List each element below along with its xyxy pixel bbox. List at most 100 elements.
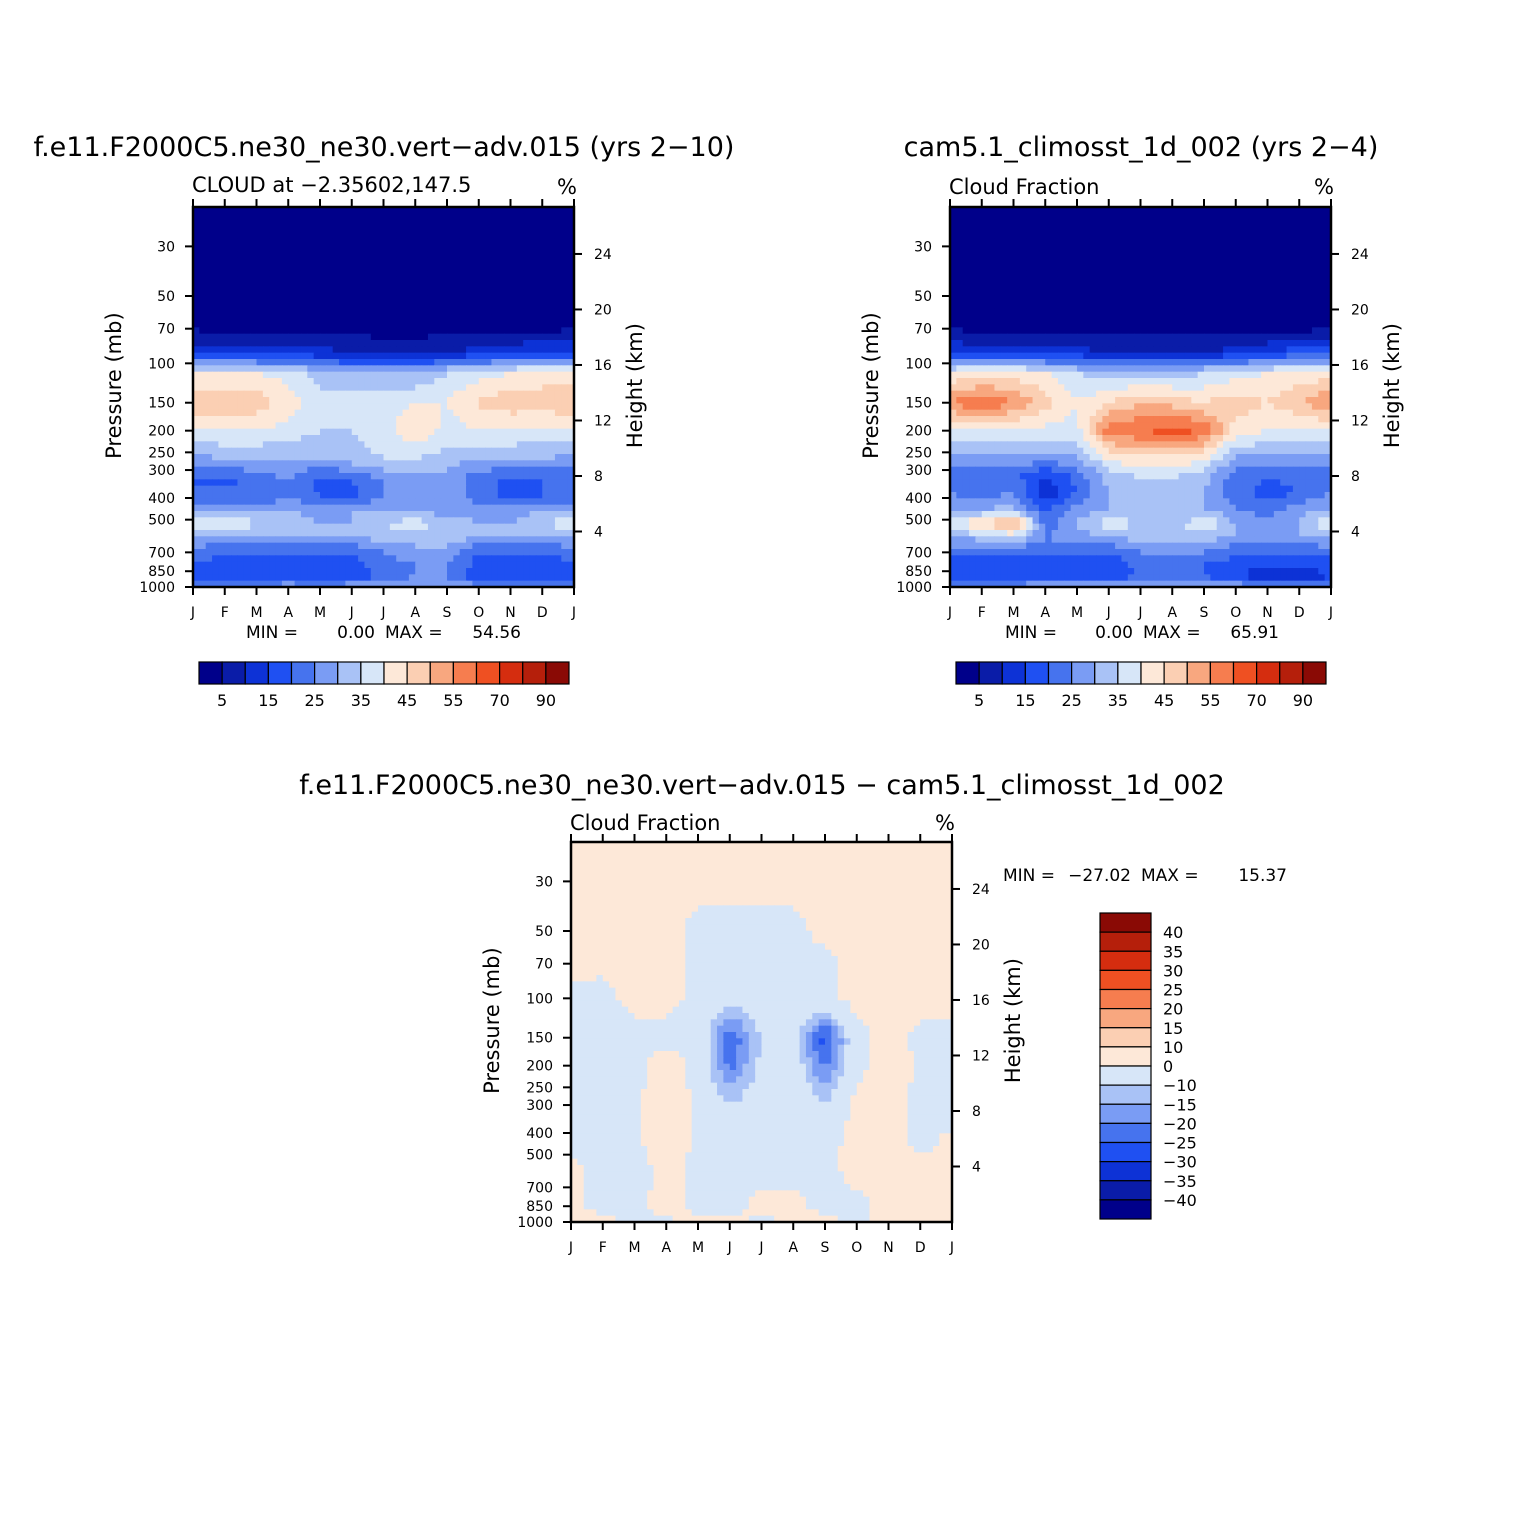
contour-cell	[345, 517, 353, 525]
contour-cell	[1318, 283, 1326, 290]
contour-cell	[275, 460, 283, 468]
contour-cell	[243, 264, 251, 271]
contour-cell	[345, 207, 353, 214]
contour-cell	[205, 428, 213, 436]
contour-cell	[491, 409, 499, 417]
contour-cell	[1000, 213, 1008, 221]
contour-cell	[504, 359, 512, 366]
contour-cell	[427, 574, 435, 582]
contour-cell	[1223, 213, 1230, 221]
contour-cell	[1026, 333, 1034, 341]
contour-cell	[396, 460, 404, 468]
contour-cell	[269, 384, 277, 392]
contour-cell	[415, 409, 423, 417]
contour-cell	[975, 321, 983, 328]
contour-cell	[453, 238, 461, 246]
contour-cell	[288, 561, 296, 569]
contour-cell	[364, 403, 372, 411]
contour-cell	[421, 257, 429, 265]
contour-cell	[339, 574, 346, 582]
contour-cell	[1146, 302, 1154, 309]
contour-cell	[510, 207, 518, 214]
contour-cell	[510, 264, 518, 271]
contour-cell	[427, 314, 435, 322]
contour-cell	[199, 270, 207, 278]
contour-cell	[421, 422, 429, 430]
contour-cell	[358, 378, 366, 385]
contour-cell	[497, 409, 505, 417]
contour-cell	[294, 549, 302, 556]
contour-cell	[389, 219, 397, 227]
contour-cell	[554, 542, 562, 550]
contour-cell	[447, 403, 454, 411]
contour-cell	[193, 340, 200, 347]
contour-cell	[300, 327, 308, 335]
contour-cell	[956, 207, 964, 214]
contour-cell	[1140, 295, 1148, 303]
contour-cell	[256, 333, 264, 341]
contour-cell	[1019, 257, 1027, 265]
contour-cell	[421, 384, 429, 392]
contour-cell	[1165, 289, 1173, 297]
p-tick-label: 50	[157, 289, 175, 305]
contour-cell	[262, 498, 270, 506]
contour-cell	[351, 226, 359, 233]
contour-cell	[320, 333, 327, 341]
contour-cell	[1178, 289, 1186, 297]
contour-cell	[339, 511, 346, 518]
contour-cell	[1127, 276, 1135, 284]
contour-cell	[269, 289, 277, 297]
contour-cell	[542, 213, 550, 221]
contour-cell	[288, 435, 296, 442]
contour-cell	[554, 365, 562, 373]
contour-cell	[231, 245, 239, 252]
contour-cell	[510, 530, 518, 537]
contour-cell	[1248, 327, 1256, 335]
contour-cell	[345, 580, 353, 588]
contour-cell	[275, 555, 283, 563]
contour-cell	[1280, 302, 1288, 309]
contour-cell	[497, 542, 505, 550]
contour-cell	[497, 397, 505, 404]
contour-cell	[389, 365, 397, 373]
contour-cell	[364, 561, 372, 569]
contour-cell	[548, 409, 556, 417]
contour-cell	[548, 276, 556, 284]
contour-cell	[408, 264, 416, 271]
contour-cell	[1235, 302, 1243, 309]
contour-cell	[262, 289, 270, 297]
contour-cell	[1191, 295, 1199, 303]
contour-cell	[256, 314, 264, 322]
contour-cell	[218, 308, 226, 316]
contour-cell	[1108, 226, 1116, 233]
contour-cell	[466, 264, 473, 271]
contour-cell	[567, 226, 575, 233]
contour-cell	[256, 473, 264, 480]
contour-cell	[199, 226, 207, 233]
contour-cell	[1026, 340, 1034, 347]
contour-cell	[542, 257, 550, 265]
contour-cell	[1267, 289, 1275, 297]
contour-cell	[402, 574, 410, 582]
contour-cell	[478, 409, 486, 417]
contour-cell	[561, 270, 569, 278]
contour-cell	[326, 270, 334, 278]
contour-cell	[224, 321, 232, 328]
contour-cell	[243, 327, 251, 335]
contour-cell	[962, 327, 970, 335]
contour-cell	[510, 283, 518, 290]
contour-cell	[1159, 213, 1167, 221]
contour-cell	[554, 435, 562, 442]
contour-cell	[491, 371, 499, 379]
contour-cell	[332, 352, 340, 360]
contour-cell	[548, 352, 556, 360]
contour-cell	[370, 219, 378, 227]
contour-cell	[389, 397, 397, 404]
contour-cell	[300, 321, 308, 328]
contour-cell	[326, 314, 334, 322]
contour-cell	[478, 435, 486, 442]
contour-cell	[377, 346, 385, 354]
contour-cell	[212, 226, 219, 233]
contour-cell	[307, 473, 315, 480]
y-axis-label: Pressure (mb)	[102, 312, 126, 459]
